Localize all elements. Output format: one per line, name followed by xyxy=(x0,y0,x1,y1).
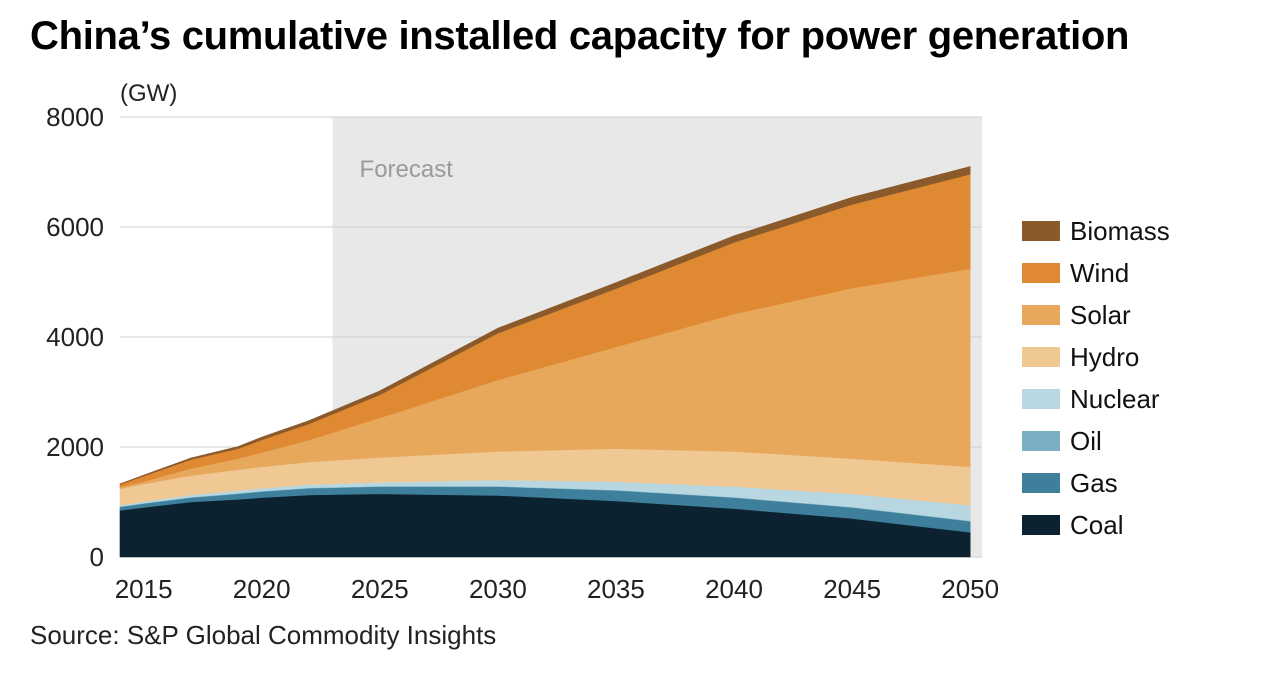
y-axis-unit-label: (GW) xyxy=(120,80,178,107)
x-tick-label: 2050 xyxy=(941,574,999,604)
source-note: Source: S&P Global Commodity Insights xyxy=(30,620,497,650)
legend-swatch-gas xyxy=(1022,473,1060,493)
legend-label-oil: Oil xyxy=(1070,425,1102,456)
x-tick-label: 2040 xyxy=(705,574,763,604)
y-tick-label: 2000 xyxy=(46,432,104,462)
legend-swatch-biomass xyxy=(1022,221,1060,241)
legend-label-hydro: Hydro xyxy=(1070,341,1140,372)
area-biomass xyxy=(119,166,971,485)
legend-swatch-coal xyxy=(1022,515,1060,535)
x-tick-label: 2045 xyxy=(823,574,881,604)
legend-item-gas: Gas xyxy=(1022,462,1170,504)
x-tick-label: 2025 xyxy=(351,574,409,604)
chart-title: China’s cumulative installed capacity fo… xyxy=(30,14,1130,58)
x-tick-label: 2020 xyxy=(233,574,291,604)
legend-label-solar: Solar xyxy=(1070,299,1131,330)
legend-swatch-oil xyxy=(1022,431,1060,451)
legend-item-wind: Wind xyxy=(1022,252,1170,294)
x-tick-label: 2030 xyxy=(469,574,527,604)
legend-label-nuclear: Nuclear xyxy=(1070,383,1160,414)
y-tick-label: 0 xyxy=(90,542,104,572)
legend-item-coal: Coal xyxy=(1022,504,1170,546)
y-tick-label: 6000 xyxy=(46,212,104,242)
legend-swatch-nuclear xyxy=(1022,389,1060,409)
legend-label-gas: Gas xyxy=(1070,467,1118,498)
legend-swatch-hydro xyxy=(1022,347,1060,367)
legend-item-biomass: Biomass xyxy=(1022,210,1170,252)
legend-item-solar: Solar xyxy=(1022,294,1170,336)
x-tick-label: 2015 xyxy=(115,574,173,604)
legend-label-biomass: Biomass xyxy=(1070,215,1170,246)
y-tick-label: 4000 xyxy=(46,322,104,352)
legend-item-oil: Oil xyxy=(1022,420,1170,462)
y-tick-label: 8000 xyxy=(46,102,104,132)
legend-label-coal: Coal xyxy=(1070,509,1124,540)
legend-label-wind: Wind xyxy=(1070,257,1130,288)
legend-item-nuclear: Nuclear xyxy=(1022,378,1170,420)
chart-legend: Biomass Wind Solar Hydro Nuclear Oil Gas… xyxy=(1022,210,1170,546)
forecast-label: Forecast xyxy=(360,156,454,183)
legend-item-hydro: Hydro xyxy=(1022,336,1170,378)
x-tick-label: 2035 xyxy=(587,574,645,604)
legend-swatch-solar xyxy=(1022,305,1060,325)
legend-swatch-wind xyxy=(1022,263,1060,283)
